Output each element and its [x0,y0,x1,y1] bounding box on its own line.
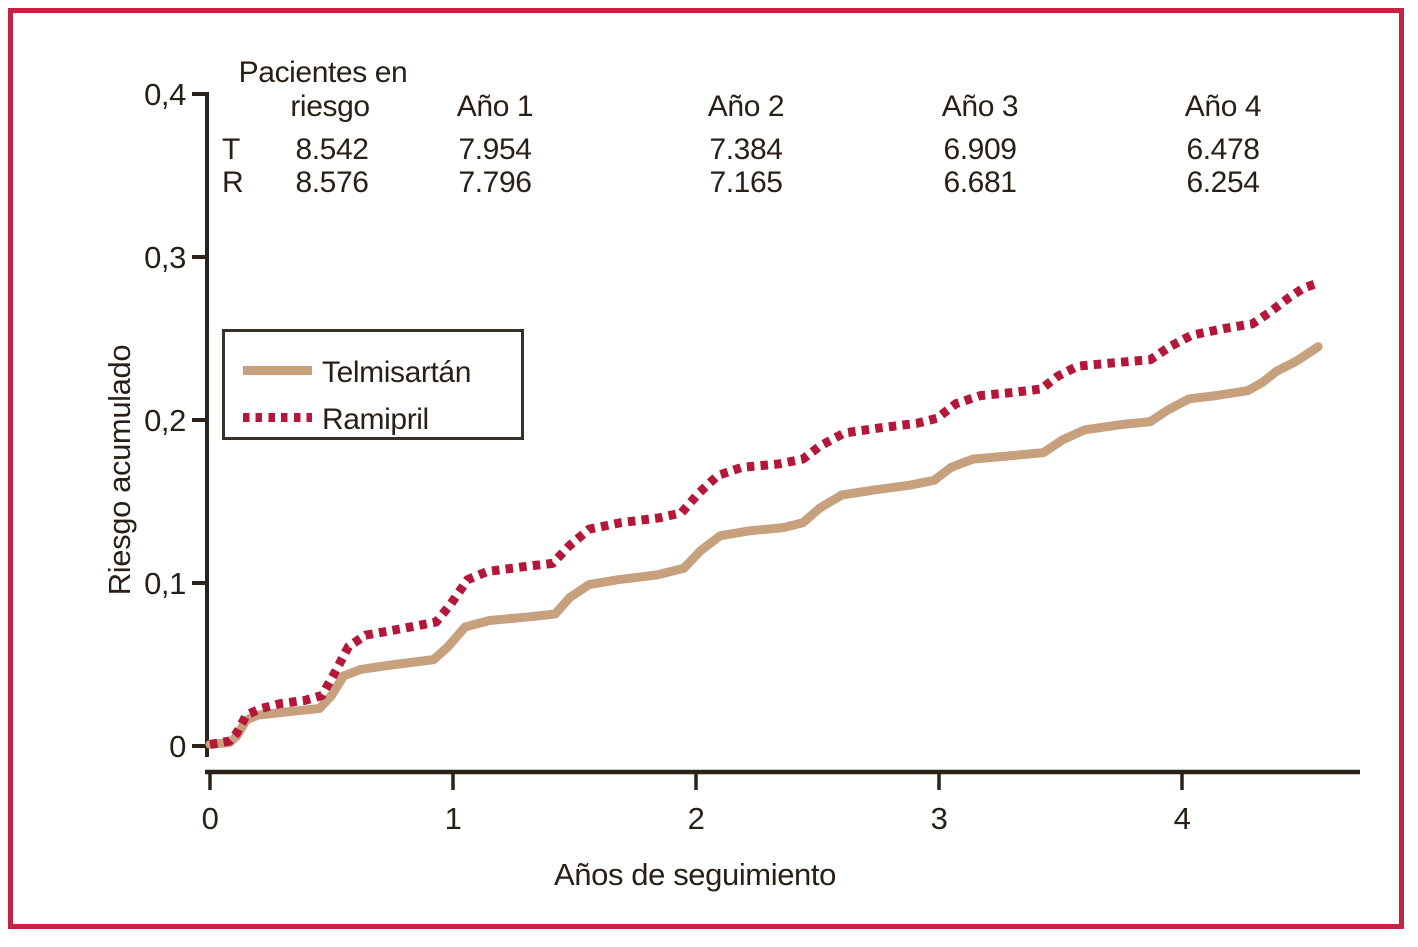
year-value: 6.254 [1186,166,1260,199]
year-value: 6.909 [943,133,1017,166]
year-value: 7.384 [709,133,783,166]
x-tick-label: 0 [202,801,219,836]
legend-label-telmisartan: Telmisartán [322,356,471,389]
risk-table-title-line1: Pacientes en [238,56,408,89]
x-tick-label: 2 [688,801,705,836]
year-header: Año 1 [456,90,534,123]
x-tick-label: 4 [1174,801,1191,836]
legend-swatch-ramipril [243,413,312,422]
y-tick-label: 0,3 [144,240,186,275]
figure-border [8,8,1404,929]
row-label: R [222,166,244,199]
y-tick-label: 0,1 [144,566,186,601]
year-header: Año 2 [707,90,785,123]
y-tick-label: 0 [169,729,186,764]
y-tick-label: 0,4 [144,77,186,112]
year-value: 6.681 [943,166,1017,199]
risk-table-title-line2: riesgo [290,90,370,123]
legend-swatch-telmisartan [243,366,312,375]
year-value: 6.478 [1186,133,1260,166]
x-axis-title: Años de seguimiento [554,857,836,892]
legend-label-ramipril: Ramipril [322,403,429,436]
y-tick-label: 0,2 [144,403,186,438]
row-label: T [222,133,240,166]
year-header: Año 3 [941,90,1019,123]
x-tick-label: 1 [445,801,462,836]
at-risk-value: 8.542 [295,133,369,166]
legend: Telmisartán Ramipril [222,329,524,440]
series-telmisartan-line [205,342,1323,749]
year-header: Año 4 [1184,90,1262,123]
at-risk-value: 8.576 [295,166,369,199]
year-value: 7.954 [458,133,532,166]
y-axis-title: Riesgo acumulado [102,344,137,596]
x-tick-label: 3 [931,801,948,836]
series-ramipril-line [209,278,1320,749]
year-value: 7.796 [458,166,532,199]
year-value: 7.165 [709,166,783,199]
